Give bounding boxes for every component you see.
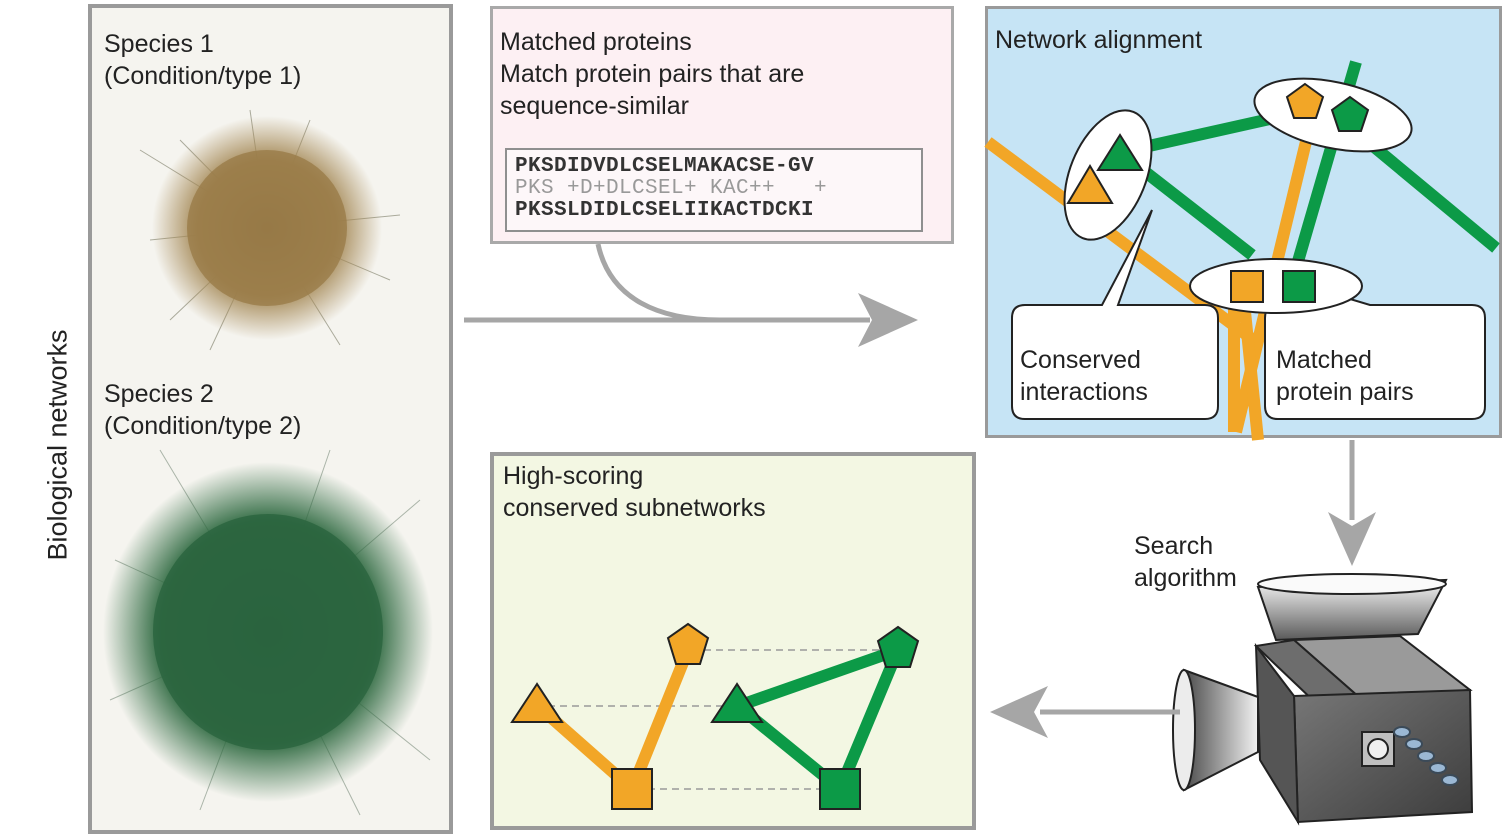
search-algorithm-machine <box>1172 573 1474 826</box>
species1-condition: (Condition/type 1) <box>104 62 302 90</box>
green-square-node <box>1282 270 1316 303</box>
species1-network <box>139 109 401 351</box>
matched-proteins-desc-line2: sequence-similar <box>500 92 689 120</box>
network-alignment-title: Network alignment <box>995 26 1203 54</box>
matched-pair-ellipse-triangles <box>1063 109 1153 241</box>
conserved-interactions-callout <box>1011 209 1219 420</box>
conserved-interactions-line2: interactions <box>1020 378 1148 406</box>
search-algorithm-line2: algorithm <box>1134 564 1237 592</box>
orange-triangle-node <box>1066 164 1114 204</box>
species2-condition: (Condition/type 2) <box>104 412 302 440</box>
green-triangle-node <box>1096 133 1144 171</box>
alignment-to-search-arrowhead <box>1328 512 1376 566</box>
subnetworks-title-line1: High-scoring <box>503 462 644 490</box>
conserved-subnetwork-graph <box>510 622 920 810</box>
subnetworks-title-line2: conserved subnetworks <box>503 494 766 522</box>
networks-to-alignment-arrowhead <box>858 293 918 347</box>
sequence-connector-curve <box>595 243 721 323</box>
sequence-match-line: PKS +D+DLCSEL+ KAC++ + <box>515 177 828 200</box>
search-to-subnetworks-arrowhead <box>990 686 1048 738</box>
species1-name: Species 1 <box>104 30 214 58</box>
green-pentagon-node <box>1330 95 1370 132</box>
sequence-top: PKSDIDVDLCSELMAKACSE-GV <box>515 155 815 178</box>
matched-proteins-desc-line1: Match protein pairs that are <box>500 60 805 88</box>
orange-pentagon-node <box>1285 82 1325 119</box>
species2-network <box>103 449 433 816</box>
sequence-alignment-box: PKSDIDVDLCSELMAKACSE-GV PKS +D+DLCSEL+ K… <box>505 148 923 232</box>
species2-name: Species 2 <box>104 380 214 408</box>
sequence-bottom: PKSSLDIDLCSELIIKACTDCKI <box>515 199 815 222</box>
conserved-interactions-line1: Conserved <box>1020 346 1141 374</box>
matched-pair-ellipse-squares <box>1189 258 1363 314</box>
matched-protein-pairs-line2: protein pairs <box>1276 378 1414 406</box>
search-algorithm-line1: Search <box>1134 532 1214 560</box>
orange-square-node <box>1230 270 1264 303</box>
matched-protein-pairs-line1: Matched <box>1276 346 1372 374</box>
matched-proteins-title: Matched proteins <box>500 28 692 56</box>
